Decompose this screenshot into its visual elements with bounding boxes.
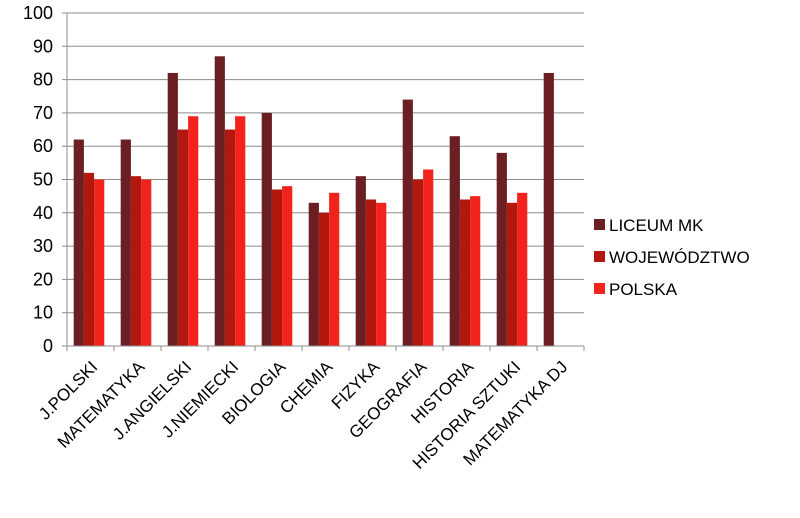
y-tick-label: 30 <box>33 236 53 256</box>
y-tick-label: 60 <box>33 136 53 156</box>
bar <box>459 199 471 346</box>
bar <box>94 179 105 346</box>
y-tick-label: 20 <box>33 269 53 289</box>
bar <box>402 99 413 346</box>
bars <box>73 56 554 347</box>
bar <box>271 189 283 346</box>
bar <box>177 129 189 346</box>
y-tick-label: 0 <box>43 336 53 356</box>
bar <box>130 176 142 346</box>
axes <box>62 12 585 351</box>
bar <box>120 139 131 346</box>
bar <box>235 116 246 346</box>
legend-label: POLSKA <box>609 280 678 299</box>
y-tick-label: 90 <box>33 36 53 56</box>
bar <box>365 199 377 346</box>
bar <box>318 212 330 346</box>
x-tick-label: CHEMIA <box>276 357 337 418</box>
bar <box>224 129 236 346</box>
bar <box>506 202 518 346</box>
bar <box>282 186 293 346</box>
bar <box>412 179 424 346</box>
y-axis-ticks: 0 10 20 30 40 50 60 70 80 90 100 <box>23 3 53 356</box>
bar <box>355 176 366 346</box>
legend-swatch <box>594 283 605 294</box>
bar <box>73 139 84 346</box>
y-tick-label: 50 <box>33 170 53 190</box>
bar <box>423 169 434 346</box>
bar <box>376 202 387 346</box>
legend-label: LICEUM MK <box>609 216 704 235</box>
bar <box>496 152 507 346</box>
legend: LICEUM MK WOJEWÓDZTWO POLSKA <box>594 216 750 299</box>
x-axis-ticks: J.POLSKIMATEMATYKAJ.ANGIELSKIJ.NIEMIECKI… <box>35 357 571 473</box>
bar <box>543 72 554 346</box>
bar <box>214 56 225 346</box>
bar <box>308 202 319 346</box>
gridlines <box>67 12 584 314</box>
bar <box>167 72 178 346</box>
y-tick-label: 10 <box>33 303 53 323</box>
y-tick-label: 70 <box>33 103 53 123</box>
y-tick-label: 40 <box>33 203 53 223</box>
legend-swatch <box>594 251 605 262</box>
bar <box>470 196 481 346</box>
bar <box>141 179 152 346</box>
bar <box>188 116 199 346</box>
y-tick-label: 80 <box>33 70 53 90</box>
bar <box>449 136 460 346</box>
bar <box>261 112 272 347</box>
bar <box>83 172 95 346</box>
y-tick-label: 100 <box>23 3 53 23</box>
legend-label: WOJEWÓDZTWO <box>609 248 750 267</box>
bar <box>517 192 528 346</box>
bar <box>329 192 340 346</box>
legend-swatch <box>594 219 605 230</box>
